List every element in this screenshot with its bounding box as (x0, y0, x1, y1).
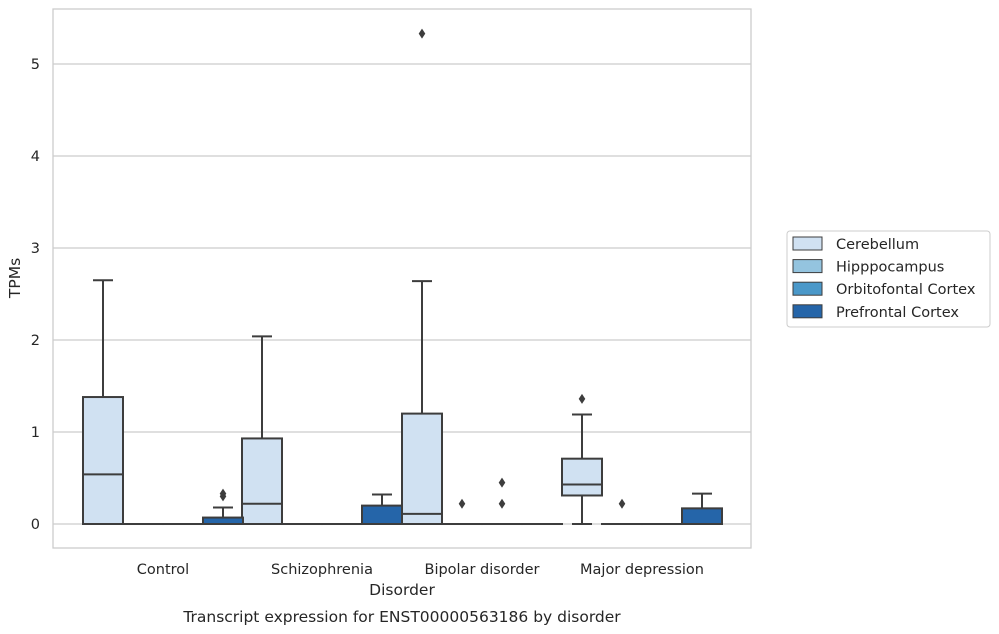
outlier-point (498, 477, 506, 488)
box-body (241, 437, 283, 525)
y-tick-label: 2 (31, 333, 40, 349)
box-3-3 (681, 492, 723, 525)
x-tick-label: Major depression (580, 562, 704, 578)
box-0-1 (241, 335, 283, 525)
outlier-point (219, 488, 227, 499)
outlier-point (498, 498, 506, 509)
x-tick-label: Schizophrenia (271, 562, 373, 578)
legend-label: Cerebellum (836, 237, 919, 253)
box-2-2 (481, 477, 523, 526)
y-tick-label: 0 (31, 517, 40, 533)
outlier-point (458, 498, 466, 509)
y-tick-label: 4 (31, 149, 40, 165)
box-body (361, 504, 403, 526)
chart-caption: Transcript expression for ENST0000056318… (182, 608, 621, 626)
outlier-point (578, 393, 586, 404)
box-0-0 (82, 279, 124, 526)
box-0-3 (561, 393, 603, 525)
x-tick-label: Control (137, 562, 189, 578)
x-tick-label: Bipolar disorder (425, 562, 540, 578)
legend-label: Prefrontal Cortex (836, 305, 959, 321)
box-body (681, 507, 723, 525)
outlier-point (618, 498, 626, 509)
y-tick-label: 5 (31, 57, 40, 73)
box-3-0 (202, 488, 244, 525)
y-tick-label: 3 (31, 241, 40, 257)
legend-swatch (792, 259, 823, 274)
legend-swatch (792, 304, 823, 319)
box-body (82, 396, 124, 526)
legend-frame (786, 230, 991, 328)
box-0-2 (401, 28, 443, 526)
y-tick-label: 1 (31, 425, 40, 441)
box-body (561, 457, 603, 497)
y-axis-label: TPMs (6, 258, 24, 299)
box-series (82, 28, 723, 526)
outlier-point (418, 28, 426, 39)
legend-swatch (792, 236, 823, 251)
legend-label: Orbitofontal Cortex (836, 282, 976, 298)
y-tick-labels: 0 1 2 3 4 5 (31, 57, 40, 533)
box-body (401, 412, 443, 526)
legend: Cerebellum Hipppocampus Orbitofontal Corte… (786, 230, 991, 328)
x-axis-label: Disorder (369, 581, 435, 599)
x-tick-labels: Control Schizophrenia Bipolar disorder Majo… (137, 562, 704, 578)
box-3-1 (361, 493, 403, 526)
box-1-2 (441, 498, 483, 526)
legend-swatch (792, 281, 823, 296)
legend-label: Hipppocampus (836, 260, 944, 276)
